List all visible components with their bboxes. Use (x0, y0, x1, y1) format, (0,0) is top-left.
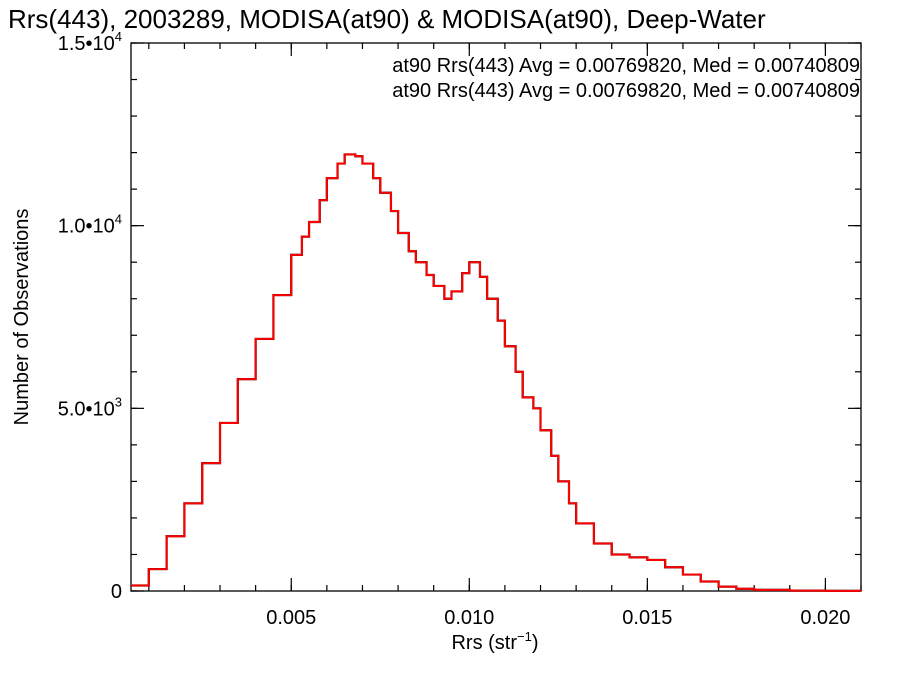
annotation-black: at90 Rrs(443) Avg = 0.00769820, Med = 0.… (392, 55, 860, 77)
plot-frame (130, 42, 862, 592)
x-axis-label-sup: −1 (517, 629, 532, 644)
histogram-series-red (131, 153, 862, 592)
x-tick-label: 0.010 (444, 607, 494, 629)
y-tick-label: 0 (111, 581, 122, 603)
x-tick-label: 0.005 (266, 607, 316, 629)
y-tick-label: 1.0•104 (58, 212, 122, 238)
tick-labels: 0.005 0.010 0.015 0.020 0 5.0•103 1.0•104 1.5•1… (58, 29, 851, 629)
y-tick-label: 1.5•104 (58, 29, 122, 55)
y-tick-label: 5.0•103 (58, 394, 122, 420)
y-axis-label: Number of Observations (11, 209, 33, 426)
x-axis-label: Rrs (str−1) (451, 629, 538, 654)
x-axis-label-end: ) (532, 632, 539, 654)
chart-title: Rrs(443), 2003289, MODISA(at90) & MODISA… (8, 4, 766, 34)
axis-ticks (131, 42, 862, 592)
x-tick-label: 0.015 (622, 607, 672, 629)
histogram-series-black (131, 153, 863, 592)
annotation-red: at90 Rrs(443) Avg = 0.00769820, Med = 0.… (392, 80, 860, 102)
x-axis-label-base: Rrs (str (451, 632, 517, 654)
x-tick-label: 0.020 (800, 607, 850, 629)
